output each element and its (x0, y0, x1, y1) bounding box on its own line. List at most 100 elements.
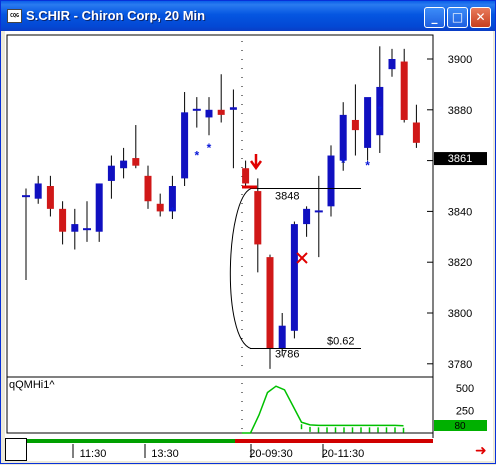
candle (192, 97, 201, 128)
candle-body (266, 257, 274, 349)
close-button[interactable]: ✕ (470, 7, 491, 28)
candle-body (254, 191, 262, 245)
candle (205, 97, 213, 136)
signal-star-icon: * (377, 103, 382, 117)
candle (339, 102, 347, 171)
signal-star-icon: * (207, 141, 212, 155)
candle-body (412, 122, 420, 143)
signal-star-icon: * (194, 149, 199, 163)
time-tick-label: 20-09:30 (249, 448, 292, 460)
candle (266, 254, 274, 369)
title-bar[interactable]: CQG S.CHIR - Chiron Corp, 20 Min _ □ ✕ (1, 1, 495, 31)
candle (254, 178, 262, 273)
range-label: $0.62 (327, 336, 355, 348)
price-tick-label: 3820 (448, 257, 472, 269)
maximize-button[interactable]: □ (447, 7, 468, 28)
range-annotation: 3848 3786 $0.62 (229, 188, 361, 361)
candle-body (71, 224, 79, 232)
sell-signal-arrow-icon (249, 154, 263, 171)
scroll-right-arrow-icon[interactable]: ➜ (475, 443, 487, 459)
session-bar-day2 (235, 439, 433, 443)
candle-body (400, 61, 408, 120)
candle (351, 84, 359, 156)
price-tick-label: 3880 (448, 105, 472, 117)
time-tick-label: 20-11:30 (322, 448, 365, 460)
session-bar-day1 (27, 439, 235, 443)
candle (46, 175, 54, 217)
candle-body (34, 183, 42, 199)
level-low-label: 3786 (275, 349, 299, 361)
candle (400, 48, 408, 123)
candle (107, 155, 115, 199)
candle-body (46, 186, 54, 209)
candle (290, 221, 298, 339)
candle-body (303, 208, 311, 225)
window-title: S.CHIR - Chiron Corp, 20 Min (26, 8, 206, 23)
indicator-name: qQMHi1^ (9, 379, 55, 391)
minimize-button[interactable]: _ (424, 7, 445, 28)
signal-star-icon: * (365, 159, 370, 173)
candles-layer (22, 46, 420, 369)
cqg-app-icon[interactable]: CQG (7, 9, 22, 23)
candle (34, 175, 42, 204)
candle-body (217, 109, 225, 115)
candle (314, 175, 323, 258)
candle-body (388, 59, 396, 70)
candle (376, 46, 384, 153)
candle-body (351, 119, 359, 131)
candle-body (339, 114, 347, 161)
range-bracket (229, 188, 252, 350)
candle-body (120, 160, 128, 169)
indicator-panel-frame (6, 376, 434, 434)
candle (181, 92, 189, 186)
candle (22, 188, 30, 280)
candle-body (107, 165, 115, 181)
candle-body (242, 168, 250, 184)
indicator-tick-label: 500 (456, 383, 474, 395)
price-plot-frame (6, 34, 434, 378)
candle-body (181, 112, 189, 179)
candle-body (278, 325, 286, 349)
indicator-axis-ticks: 500 250 (456, 383, 474, 418)
indicator-current-label: 80 (454, 421, 466, 432)
price-tick-label: 3800 (448, 308, 472, 320)
price-tick-label: 3840 (448, 206, 472, 218)
signal-star-icon: * (341, 156, 346, 170)
candle (71, 208, 79, 250)
price-tick-label: 3900 (448, 54, 472, 66)
indicator-dots (300, 424, 405, 433)
candle-body (327, 155, 335, 207)
candle (144, 165, 152, 209)
chart-client-area[interactable] (5, 31, 493, 461)
chart-corner-box[interactable] (5, 438, 27, 461)
candle-body (132, 158, 140, 166)
candle-body (376, 86, 384, 136)
candle (168, 175, 176, 220)
time-tick-label: 13:30 (151, 448, 179, 460)
markers-layer: * * * * * * (170, 103, 382, 219)
signal-star-icon: * (170, 204, 175, 218)
candle (242, 160, 250, 189)
last-price-label: 3861 (448, 153, 472, 165)
candle-body (59, 208, 67, 232)
candle (217, 74, 225, 123)
price-tick-label: 3780 (448, 359, 472, 371)
candle (412, 104, 420, 148)
candle-body (364, 97, 372, 148)
candle-body (168, 186, 176, 212)
candle (132, 125, 140, 169)
time-tick-label: 11:30 (80, 448, 107, 460)
candle-body (205, 109, 213, 118)
exit-x-icon (296, 252, 308, 264)
candle (120, 147, 128, 179)
candle-body (95, 183, 103, 232)
candle (95, 183, 103, 242)
indicator-tick-label: 250 (456, 406, 474, 418)
candle-body (144, 175, 152, 202)
candle (364, 97, 372, 161)
last-price-box (434, 152, 487, 166)
time-axis-labels: 11:30 13:30 20-09:30 20-11:30 (72, 444, 365, 460)
candle-body (156, 203, 164, 212)
